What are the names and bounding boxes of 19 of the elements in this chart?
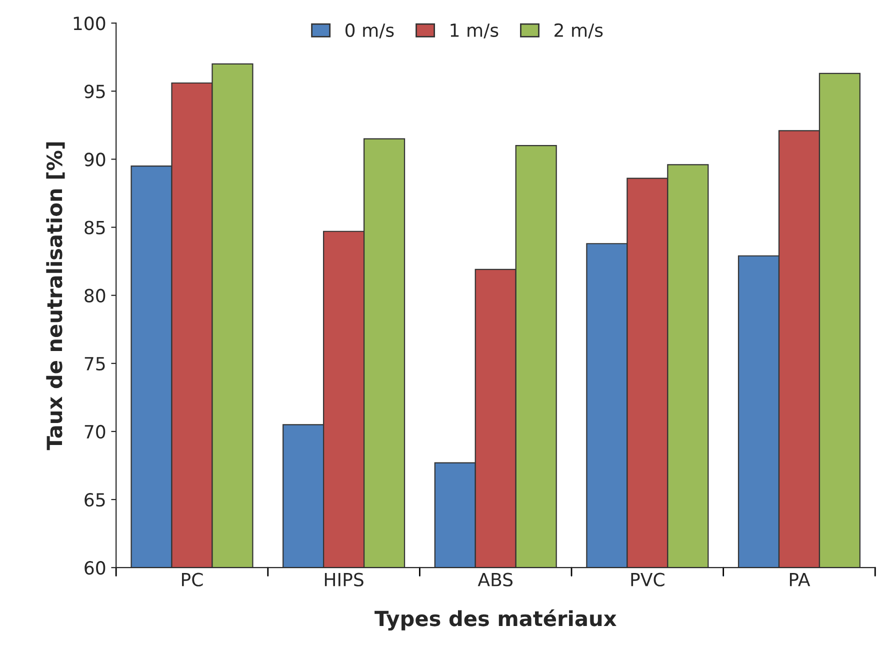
y-axis-title: Taux de neutralisation [%] xyxy=(46,142,65,450)
y-tick-label: 100 xyxy=(74,16,106,30)
y-tick-label: 80 xyxy=(84,288,106,302)
y-tick-label: 70 xyxy=(84,424,106,439)
x-tick-label: PVC xyxy=(631,572,664,586)
legend-label: 0 m/s xyxy=(345,23,394,38)
y-tick-label: 65 xyxy=(84,492,105,507)
y-tick-label: 60 xyxy=(84,561,106,575)
x-axis-title: Types des matériaux xyxy=(374,609,616,631)
x-tick-label: ABS xyxy=(478,572,513,586)
x-tick-label: HIPS xyxy=(324,572,364,586)
legend-label: 2 m/s xyxy=(554,23,603,38)
x-tick-label: PA xyxy=(790,573,810,586)
y-tick-label: 85 xyxy=(84,220,105,234)
y-tick-label: 75 xyxy=(84,357,105,371)
x-tick-label: PC xyxy=(182,572,203,586)
legend-label: 1 m/s xyxy=(450,24,498,38)
y-tick-label: 90 xyxy=(84,152,106,166)
y-tick-label: 95 xyxy=(84,84,105,98)
